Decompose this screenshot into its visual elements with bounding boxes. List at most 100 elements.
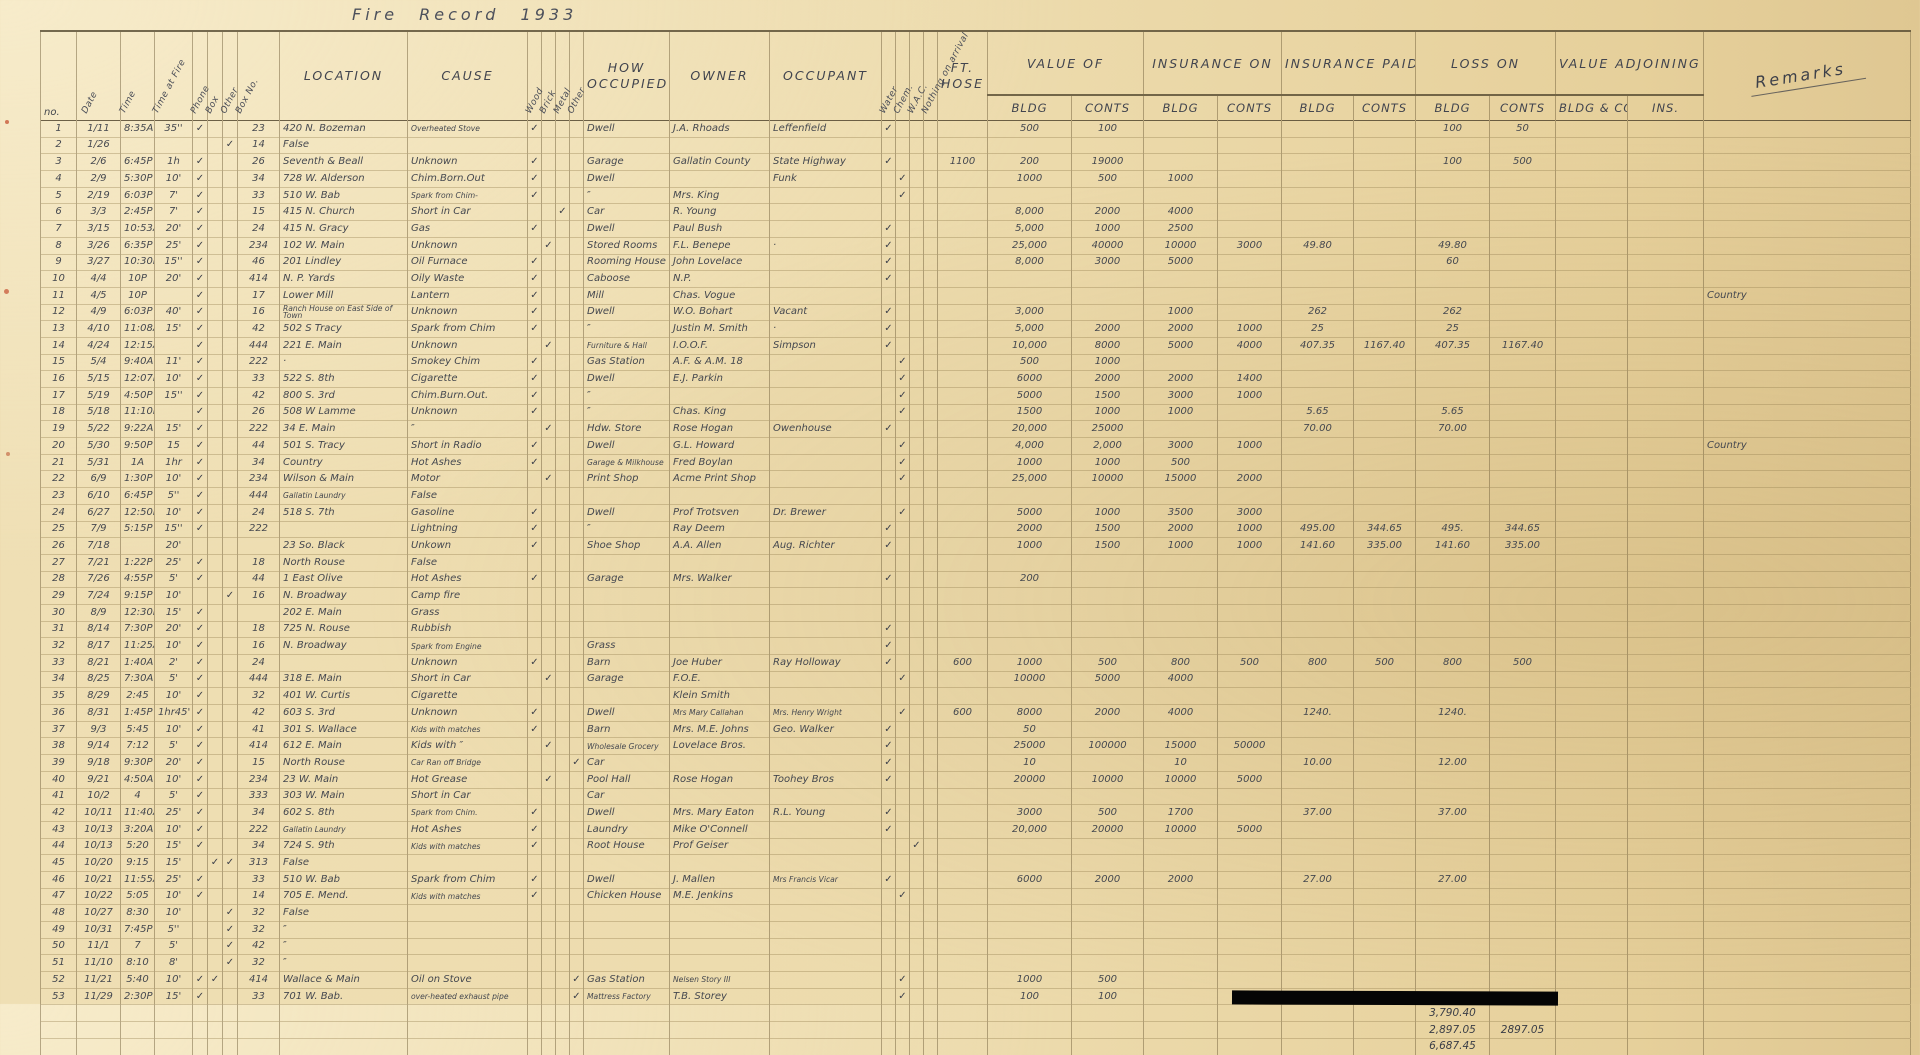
cell-brick <box>541 370 556 388</box>
cell-location: 202 E. Main <box>279 603 408 622</box>
sub-header-adj-ins: INS. <box>1627 94 1704 121</box>
cell-wac <box>909 253 924 271</box>
table-row: 27 7/21 1:22P 25' ✓ 18 North Rouse False <box>40 553 1911 572</box>
cell-remarks <box>1703 1021 1911 1039</box>
cell-date: 4/9 <box>76 303 121 321</box>
cell-nothing <box>923 220 938 238</box>
cell-brick <box>541 570 556 588</box>
cell-owner: J. Mallen <box>669 870 770 889</box>
cell-location: 318 E. Main <box>279 670 408 688</box>
cell-other <box>222 487 238 505</box>
cell-other_material <box>569 537 584 555</box>
cell-box <box>207 453 223 471</box>
cell-ins_paid_conts <box>1353 603 1416 622</box>
cell-phone: ✓ <box>192 637 208 655</box>
cell-time_at_fire: 10' <box>154 770 193 788</box>
cell-ins_on_bldg <box>1143 487 1218 505</box>
cell-no: 44 <box>40 837 77 855</box>
cell-time: 2:45 <box>120 687 155 705</box>
cell-other_material <box>569 353 584 371</box>
cell-other_material <box>569 336 584 355</box>
cell-value_conts: 2000 <box>1071 704 1144 722</box>
cell-wac <box>909 754 924 772</box>
cell-occupant <box>769 754 882 772</box>
table-row: 8 3/26 6:35P 25' ✓ 234 102 W. Main Unknown ✓ Stor… <box>40 236 1911 254</box>
cell-loss_conts <box>1488 620 1556 638</box>
cell-remarks <box>1703 854 1911 872</box>
cell-value_conts: 500 <box>1071 170 1144 188</box>
cell-phone <box>192 587 208 605</box>
cell-box_no: 16 <box>237 303 280 321</box>
cell-box <box>207 737 223 755</box>
cell-adj_bldg_cont <box>1555 153 1628 171</box>
cell-wood: ✓ <box>527 437 542 455</box>
cell-remarks: Country <box>1703 286 1911 305</box>
cell-ft_hose <box>937 553 988 572</box>
cell-box <box>207 420 223 438</box>
cell-box <box>207 887 223 905</box>
cell-wac <box>909 770 924 788</box>
cell-wac <box>909 620 924 638</box>
cell-owner: N.P. <box>669 270 770 288</box>
cell-chem <box>895 553 910 572</box>
sub-header-loss-conts: CONTS <box>1488 94 1556 121</box>
col-header-nothing: Nothing on arrival <box>920 30 971 121</box>
cell-value_conts: 1500 <box>1071 537 1144 555</box>
cell-other <box>222 570 238 588</box>
cell-adj_ins <box>1627 270 1704 288</box>
cell-loss_conts <box>1488 704 1556 722</box>
cell-adj_ins <box>1627 420 1704 438</box>
cell-brick <box>541 870 556 889</box>
cell-date: 10/13 <box>76 820 121 839</box>
cell-date: 8/21 <box>76 654 121 672</box>
cell-wac <box>909 437 924 455</box>
cell-loss_bldg <box>1415 503 1490 521</box>
cell-ins_on_bldg <box>1143 921 1218 939</box>
cell-wood: ✓ <box>527 570 542 588</box>
cell-other_material: ✓ <box>569 754 584 772</box>
cell-owner <box>669 136 770 154</box>
cell-brick <box>541 1037 556 1055</box>
totals-row: 3,790.40 <box>40 1004 1911 1022</box>
cell-location: N. Broadway <box>279 637 408 655</box>
cell-box <box>207 336 223 355</box>
cell-time <box>120 1021 155 1039</box>
cell-remarks <box>1703 654 1911 672</box>
cell-box_no <box>237 1004 280 1022</box>
cell-ins_paid_conts <box>1353 153 1416 171</box>
cell-loss_conts <box>1488 136 1556 154</box>
cell-no: 14 <box>40 336 77 355</box>
cell-ins_on_bldg: 10000 <box>1143 820 1218 839</box>
cell-no: 5 <box>40 186 77 204</box>
cell-ins_paid_conts <box>1353 637 1416 655</box>
cell-date <box>76 1037 121 1055</box>
cell-time_at_fire: 15' <box>154 837 193 855</box>
cell-location: Gallatin Laundry <box>279 820 408 839</box>
cell-date: 9/21 <box>76 770 121 788</box>
cell-chem <box>895 120 910 138</box>
cell-box <box>207 720 223 738</box>
cell-ft_hose <box>937 904 988 922</box>
cell-ins_on_bldg <box>1143 603 1218 622</box>
cell-time: 10:53A <box>120 220 155 238</box>
cell-ins_on_conts <box>1217 887 1282 905</box>
cell-no <box>40 1021 77 1039</box>
cell-owner: Paul Bush <box>669 220 770 238</box>
cell-box <box>207 236 223 254</box>
cell-adj_ins <box>1627 870 1704 889</box>
cell-date: 7/9 <box>76 520 121 538</box>
table-row: 37 9/3 5:45 10' ✓ 41 301 S. Wallace Kids with m… <box>40 720 1911 738</box>
cell-owner <box>669 387 770 405</box>
cell-other_material <box>569 487 584 505</box>
cell-owner: Acme Print Shop <box>669 470 770 488</box>
cell-ins_on_bldg <box>1143 136 1218 154</box>
cell-brick <box>541 687 556 705</box>
cell-nothing <box>923 971 938 989</box>
cell-nothing <box>923 453 938 471</box>
cell-adj_bldg_cont <box>1555 370 1628 388</box>
cell-remarks <box>1703 303 1911 321</box>
cell-phone <box>192 904 208 922</box>
cell-ins_paid_bldg: 407.35 <box>1281 336 1354 355</box>
cell-loss_bldg <box>1415 837 1490 855</box>
cell-time: 4:50P <box>120 387 155 405</box>
